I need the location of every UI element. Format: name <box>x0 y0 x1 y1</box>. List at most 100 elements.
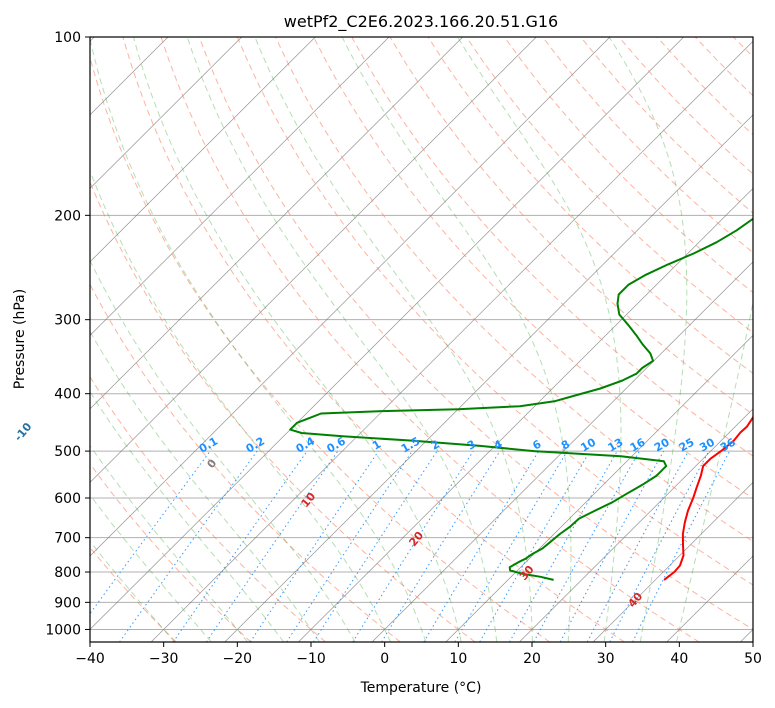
y-tick-label: 900 <box>54 595 81 611</box>
mixing-ratio-line <box>352 450 474 642</box>
x-tick-label: −20 <box>223 651 253 667</box>
dry-adiabat-line <box>275 37 753 542</box>
dry-adiabat-label: 10 <box>299 490 319 510</box>
dry-adiabat-line <box>160 37 700 642</box>
x-tick-label: 0 <box>380 651 389 667</box>
y-tick-label: 400 <box>54 387 81 403</box>
dry-adiabat-line <box>90 462 252 642</box>
dry-adiabat-label: 20 <box>406 529 426 549</box>
dry-adiabat-line <box>90 180 476 642</box>
x-axis-label: Temperature (°C) <box>360 680 482 696</box>
mixing-ratio-label: 2 <box>429 438 442 453</box>
x-tick-label: 20 <box>523 651 541 667</box>
mixing-ratio-label: 20 <box>652 435 672 454</box>
dry-adiabat-line <box>198 37 753 630</box>
mixing-ratio-label: 10 <box>578 435 598 454</box>
mixing-ratio-line <box>454 450 568 642</box>
x-tick-label: 30 <box>597 651 615 667</box>
dry-adiabat-line <box>772 37 775 642</box>
y-tick-label: 300 <box>54 313 81 329</box>
moist-adiabat-line <box>341 37 572 642</box>
moist-adiabat-line <box>90 330 320 642</box>
moist-adiabat-line <box>90 259 356 642</box>
isotherm-line <box>90 37 390 336</box>
y-tick-label: 800 <box>54 565 81 581</box>
isotherm-line <box>90 37 611 557</box>
dry-adiabat-line <box>90 375 326 642</box>
y-tick-label: 200 <box>54 208 81 224</box>
isotherm-line <box>90 37 242 189</box>
mixing-ratio-label: 1.5 <box>399 435 422 456</box>
mixing-ratio-line <box>249 450 379 642</box>
dry-adiabat-line <box>236 37 753 586</box>
isotherm-line <box>519 408 753 642</box>
dry-adiabat-line <box>694 37 753 97</box>
isotherm-line <box>90 37 537 483</box>
mixing-ratio-line <box>205 450 339 642</box>
moist-adiabat-line <box>457 37 622 642</box>
dry-adiabat-label: 30 <box>517 563 537 583</box>
y-tick-label: 600 <box>54 491 81 507</box>
sounding-profiles <box>289 217 753 581</box>
x-tick-label: 10 <box>449 651 467 667</box>
mixing-ratio-line <box>632 450 731 642</box>
chart-title: wetPf2_C2E6.2023.166.20.51.G16 <box>284 12 558 32</box>
dry-adiabat-line <box>313 37 753 500</box>
x-tick-label: 50 <box>744 651 762 667</box>
x-tick-label: 40 <box>670 651 688 667</box>
isotherm-line <box>90 37 316 263</box>
isotherm-line <box>90 37 463 410</box>
y-tick-label: 700 <box>54 531 81 547</box>
mixing-ratio-label: 0.1 <box>197 435 220 456</box>
y-tick-label: 100 <box>54 30 81 46</box>
mixing-ratio-line <box>286 450 413 642</box>
mixing-ratio-label: 16 <box>628 435 648 454</box>
temperature-profile-line <box>663 415 753 581</box>
x-tick-label: −40 <box>75 651 105 667</box>
dry-adiabat-line <box>351 37 753 457</box>
isotherm-line <box>592 481 753 642</box>
y-axis: 100 200 300 400 500 600 700 800 900 1000 <box>45 30 90 638</box>
mixing-ratio-label: 1 <box>370 438 383 453</box>
y-tick-label: 500 <box>54 444 81 460</box>
moist-adiabat-line <box>90 169 391 642</box>
moist-adiabat-line <box>254 37 533 642</box>
mixing-ratio-label: 25 <box>677 436 697 455</box>
dry-adiabat-line <box>389 37 753 416</box>
moist-adiabat-line <box>90 37 427 642</box>
moist-adiabat-line <box>90 494 212 642</box>
x-axis: −40 −30 −20 −10 0 10 20 30 40 50 <box>75 642 762 667</box>
moist-adiabat-line <box>608 37 688 642</box>
moist-adiabat-line <box>186 37 498 642</box>
dewpoint-profile-line <box>289 217 753 581</box>
mixing-ratio-label: 0.6 <box>324 434 348 455</box>
x-tick-label: −30 <box>149 651 179 667</box>
dry-adiabat-line <box>503 37 753 294</box>
mixing-ratio-label: 30 <box>697 435 717 454</box>
moist-adiabat-line <box>676 299 753 642</box>
dry-adiabat-line <box>465 37 753 334</box>
dry-adiabat-line <box>90 55 550 642</box>
dry-adiabat-line <box>90 283 401 642</box>
mixing-ratio-line <box>423 450 540 642</box>
dry-adiabat-line <box>122 37 625 642</box>
mixing-ratio-line <box>313 450 438 642</box>
mixing-ratio-label: 0.4 <box>294 434 318 455</box>
isotherm-line <box>224 114 753 642</box>
moist-adiabat-line <box>133 37 462 642</box>
background-lines <box>90 37 775 642</box>
plot-frame <box>89 36 754 643</box>
moist-adiabat-line <box>90 540 176 642</box>
isotherm-line <box>445 334 753 642</box>
mixing-ratio-line <box>381 450 501 642</box>
mixing-ratio-label: 8 <box>559 438 572 453</box>
isotherm-line <box>90 37 684 630</box>
moist-adiabat-line <box>90 444 248 642</box>
moist-adiabat-line <box>90 390 285 642</box>
dry-adiabat-label: -10 <box>12 420 35 444</box>
mixing-ratio-line <box>559 450 665 642</box>
y-axis-label: Pressure (hPa) <box>12 289 28 389</box>
isotherm-line <box>371 261 753 642</box>
mixing-ratio-line <box>172 450 308 642</box>
